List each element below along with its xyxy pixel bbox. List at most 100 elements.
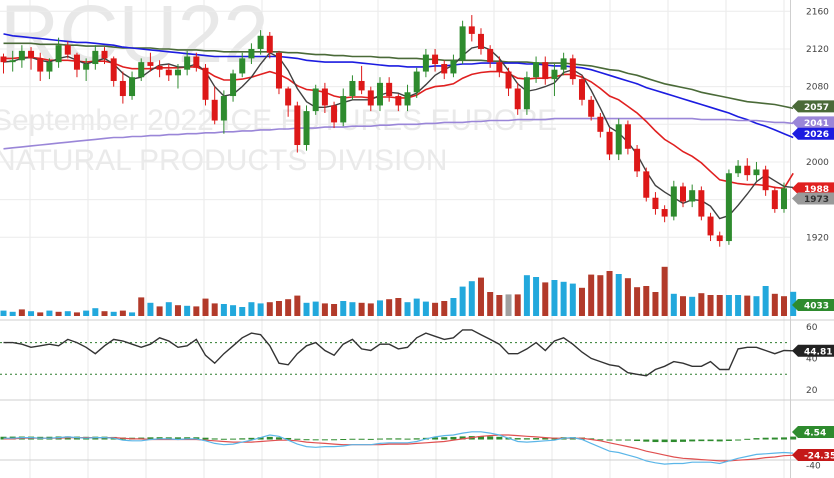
volume-bar [762, 286, 769, 316]
volume-bar [73, 312, 80, 316]
tag-rsi-text: 44.81 [804, 347, 832, 357]
volume-bar [285, 299, 292, 316]
candle-body [634, 148, 641, 172]
macd-histogram-bar [147, 437, 154, 440]
volume-bar [615, 274, 622, 316]
volume-bar [597, 275, 604, 316]
candle-body [275, 52, 282, 89]
candle-body [129, 77, 136, 97]
price-tick-label: 2120 [806, 45, 829, 55]
macd-histogram-bar [450, 436, 457, 440]
candle-body [771, 190, 778, 210]
macd-histogram-bar [753, 438, 760, 440]
candle-body [193, 56, 200, 68]
volume-bar [588, 274, 595, 316]
moving-average-line [3, 117, 794, 150]
candle-body [28, 50, 35, 59]
volume-bar [83, 310, 90, 316]
volume-bar [634, 287, 641, 316]
volume-bar [46, 310, 53, 316]
volume-bar [679, 296, 686, 316]
macd-histogram-bar [698, 439, 705, 442]
rsi-panel [0, 329, 794, 377]
candle-body [615, 124, 622, 155]
candle-body [147, 62, 154, 66]
candle-body [569, 58, 576, 80]
volume-bar [753, 296, 760, 316]
volume-bar [670, 293, 677, 316]
volume-bar [202, 298, 209, 316]
tag-ma-blue: 2026 [792, 127, 834, 140]
volume-bar [37, 312, 44, 316]
macd-histogram-bar [496, 436, 503, 440]
volume-bar [468, 281, 475, 316]
volume-bar [55, 311, 62, 316]
macd-histogram-bar [174, 437, 181, 440]
volume-bar [643, 286, 650, 316]
macd-histogram-bar [652, 439, 659, 443]
macd-histogram-bar [689, 439, 696, 442]
macd-histogram-bar [248, 437, 255, 440]
volume-bar [193, 306, 200, 316]
candle-body [395, 96, 402, 106]
candle-body [716, 235, 723, 242]
macd-histogram-bar [349, 438, 356, 440]
candle-body [331, 105, 338, 123]
candle-body [294, 105, 301, 146]
macd-histogram-bar [275, 437, 282, 440]
macd-line [3, 431, 794, 465]
candle-body [441, 64, 448, 74]
volume-bar [376, 300, 383, 316]
macd-histogram-bar [744, 438, 751, 440]
macd-histogram-bar [670, 439, 677, 443]
macd-histogram-bar [624, 439, 631, 441]
candle-body [119, 80, 126, 97]
watermark-line1: September 2022 ICE FUTURES EUROPE [0, 104, 557, 137]
candle-body [413, 71, 420, 93]
macd-histogram-bar [477, 436, 484, 440]
volume-bar [661, 266, 668, 316]
candle-body [110, 58, 117, 81]
macd-histogram-bar [634, 439, 641, 442]
macd-histogram-bar [331, 439, 338, 441]
volume-bar [560, 281, 567, 316]
volume-bar [349, 302, 356, 316]
candle-body [542, 62, 549, 80]
tag-ma-red-shape [792, 182, 834, 195]
volume-bar [542, 282, 549, 316]
macd-histogram-bar [514, 438, 521, 440]
tag-ma-red: 1988 [792, 182, 834, 195]
volume-bar [432, 302, 439, 316]
volume-bar [652, 292, 659, 316]
tag-ma-red-text: 1988 [804, 185, 829, 195]
candle-body [18, 50, 25, 61]
candle-body [432, 54, 439, 65]
volume-bar [165, 302, 172, 316]
macd-histogram-bar [615, 439, 622, 441]
volume-bar [294, 295, 301, 316]
volume-bar [0, 310, 7, 316]
macd-tick-label: -40 [806, 461, 821, 471]
tag-volume-shape [792, 299, 834, 311]
volume-bar [64, 311, 71, 316]
macd-histogram-bar [358, 438, 365, 440]
macd-histogram-bar [285, 437, 292, 440]
moving-average-line [3, 45, 794, 220]
candle-body [551, 69, 558, 80]
volume-bar [395, 298, 402, 316]
candle-body [101, 50, 108, 59]
volume-bar [487, 292, 494, 316]
candle-body [202, 67, 209, 100]
candle-body [46, 62, 53, 72]
tag-ma-mid-text: 2041 [804, 119, 829, 129]
volume-bar [689, 296, 696, 316]
macd-histogram-bar [230, 438, 237, 440]
rsi-line [3, 329, 794, 377]
macd-histogram-bar [404, 438, 411, 440]
volume-bar [514, 294, 521, 316]
tag-ma-dark-text: 1973 [804, 195, 829, 205]
candle-body [92, 50, 99, 65]
volume-bar [119, 310, 126, 316]
